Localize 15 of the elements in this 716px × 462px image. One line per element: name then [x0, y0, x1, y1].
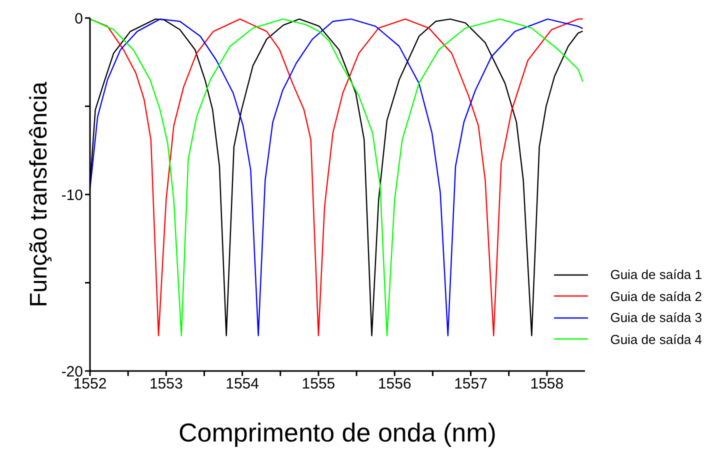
legend-label: Guia de saída 2: [610, 288, 702, 304]
x-tick-label: 1556: [378, 376, 412, 393]
legend-label: Guia de saída 1: [610, 267, 702, 282]
legend-label: Guia de saída 4: [610, 332, 702, 347]
legend-label: Guia de saída 3: [610, 310, 702, 326]
x-tick-label: 1555: [302, 376, 336, 393]
x-tick-label: 1553: [149, 376, 183, 393]
x-tick-label: 1557: [454, 376, 488, 393]
y-tick-label: 0: [74, 10, 83, 28]
x-tick-label: 1552: [73, 376, 107, 393]
y-axis-title: Função transferência: [26, 81, 53, 308]
x-tick-label: 1554: [226, 376, 259, 393]
x-axis-title: Comprimento de onda (nm): [178, 417, 496, 448]
y-tick-label: -10: [61, 186, 83, 204]
x-tick-label: 1558: [530, 376, 564, 393]
